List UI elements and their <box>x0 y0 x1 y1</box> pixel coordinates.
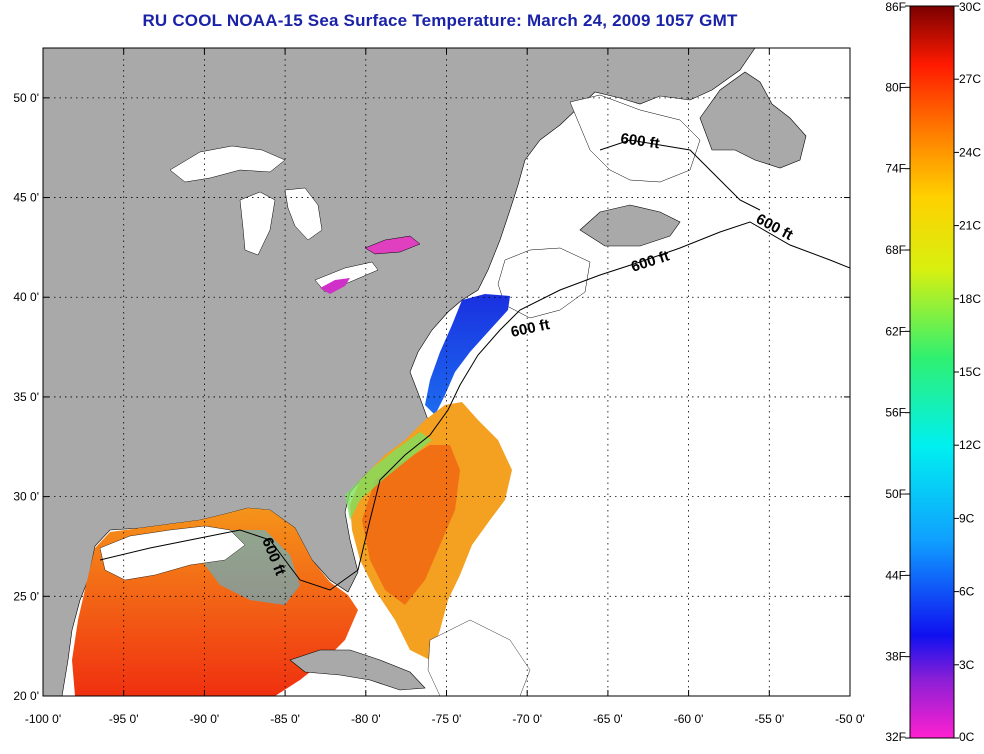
nova-scotia-land <box>579 204 681 247</box>
colorbar-celsius-label: 18C <box>959 292 981 306</box>
longitude-label: -100 0' <box>25 712 61 726</box>
colorbar-fahrenheit-label: 38F <box>885 650 906 664</box>
isobath-600ft-north <box>599 139 761 211</box>
colorbar-celsius-label: 24C <box>959 145 981 159</box>
longitude-label: -70 0' <box>512 712 542 726</box>
gulf-stream-core <box>362 445 460 605</box>
longitude-label: -60 0' <box>674 712 704 726</box>
longitude-label: -55 0' <box>754 712 784 726</box>
colorbar-fahrenheit-label: 50F <box>885 487 906 501</box>
colorbar-celsius-label: 21C <box>959 219 981 233</box>
latitude-label: 25 0' <box>13 589 39 603</box>
colorbar-celsius-label: 12C <box>959 438 981 452</box>
colorbar-celsius-label: 9C <box>959 511 975 525</box>
latitude-label: 40 0' <box>13 290 39 304</box>
colorbar-fahrenheit-label: 86F <box>885 0 906 14</box>
latitude-label: 30 0' <box>13 490 39 504</box>
colorbar-fahrenheit-label: 80F <box>885 80 906 94</box>
latitude-label: 45 0' <box>13 191 39 205</box>
colorbar-celsius-label: 15C <box>959 365 981 379</box>
colorbar-fahrenheit-labels: 86F 80F 74F 68F 62F 56F 50F 44F 38F 32F <box>885 0 906 744</box>
colorbar-fahrenheit-label: 32F <box>885 730 906 744</box>
colorbar-fahrenheit-label: 74F <box>885 162 906 176</box>
bahamas-clouds <box>427 619 531 696</box>
longitude-label: -85 0' <box>270 712 300 726</box>
longitude-labels: -100 0' -95 0' -90 0' -85 0' -80 0' -75 0' -70… <box>25 712 865 726</box>
colorbar-fahrenheit-label: 56F <box>885 406 906 420</box>
longitude-label: -65 0' <box>593 712 623 726</box>
latitude-label: 20 0' <box>13 689 39 703</box>
colorbar-fahrenheit-label: 62F <box>885 324 906 338</box>
colorbar-celsius-label: 27C <box>959 72 981 86</box>
st-lawrence-gulf <box>569 94 701 183</box>
gulf-north-cloud <box>99 525 246 581</box>
colorbar-fahrenheit-label: 68F <box>885 243 906 257</box>
colorbar-celsius-label: 3C <box>959 658 975 672</box>
colorbar-celsius-label: 6C <box>959 585 975 599</box>
longitude-label: -95 0' <box>109 712 139 726</box>
latitude-labels: 50 0' 45 0' 40 0' 35 0' 30 0' 25 0' 20 0' <box>13 91 39 703</box>
graticule <box>43 48 850 696</box>
lake-erie-sst <box>320 278 350 294</box>
colorbar-ticks <box>905 5 959 739</box>
latitude-label: 50 0' <box>13 91 39 105</box>
isobath-600ft <box>99 221 850 591</box>
gulf-of-maine-cloud <box>497 247 591 319</box>
map-title: RU COOL NOAA-15 Sea Surface Temperature:… <box>142 11 738 30</box>
lake-michigan-huron <box>239 187 323 256</box>
longitude-label: -90 0' <box>190 712 220 726</box>
cuba-land <box>289 649 426 691</box>
longitude-label: -80 0' <box>351 712 381 726</box>
newfoundland-land <box>699 71 807 169</box>
lake-ontario <box>364 235 421 255</box>
colorbar-celsius-label: 30C <box>959 0 981 14</box>
latitude-label: 35 0' <box>13 390 39 404</box>
longitude-label: -50 0' <box>835 712 865 726</box>
longitude-label: -75 0' <box>432 712 462 726</box>
colorbar <box>909 5 955 739</box>
axis-ticks <box>42 48 851 697</box>
isobath-label: 600 ft <box>619 130 660 152</box>
lake-superior <box>169 145 286 183</box>
cool-shelf-green <box>345 432 432 520</box>
colorbar-celsius-labels: 30C 27C 24C 21C 18C 15C 12C 9C 6C 3C 0C <box>959 0 981 744</box>
colorbar-fahrenheit-label: 44F <box>885 568 906 582</box>
colorbar-celsius-label: 0C <box>959 730 975 744</box>
